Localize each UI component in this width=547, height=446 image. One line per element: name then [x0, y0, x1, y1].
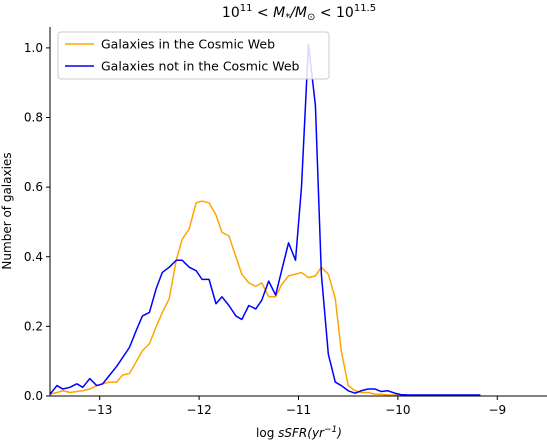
x-tick-label: −11 [286, 403, 311, 417]
y-tick-label: 0.4 [24, 250, 43, 264]
x-axis: −13 −12 −11 −10 −9 [50, 395, 547, 417]
x-tick-label: −12 [186, 403, 211, 417]
y-axis-label: Number of galaxies [0, 152, 14, 269]
x-tick-label: −10 [385, 403, 410, 417]
y-tick-label: 0.6 [24, 180, 43, 194]
x-tick-label: −13 [87, 403, 112, 417]
x-tick-label: −9 [488, 403, 506, 417]
series-line-1 [49, 43, 481, 396]
y-tick-label: 0.0 [24, 389, 43, 403]
legend: Galaxies in the Cosmic Web Galaxies not i… [57, 31, 330, 80]
y-axis: 0.0 0.2 0.4 0.6 0.8 1.0 [24, 27, 51, 403]
legend-label-1: Galaxies not in the Cosmic Web [101, 59, 300, 74]
series-line-0 [49, 200, 481, 397]
legend-frame [57, 31, 330, 80]
x-axis-label: log sSFR(yr−1) [256, 425, 342, 440]
plot-area [49, 43, 481, 397]
y-tick-label: 1.0 [24, 41, 43, 55]
y-tick-label: 0.8 [24, 111, 43, 125]
y-tick-label: 0.2 [24, 319, 43, 333]
legend-label-0: Galaxies in the Cosmic Web [101, 37, 275, 52]
chart-title: 1011 < M*/M⊙ < 1011.5 [222, 3, 376, 23]
